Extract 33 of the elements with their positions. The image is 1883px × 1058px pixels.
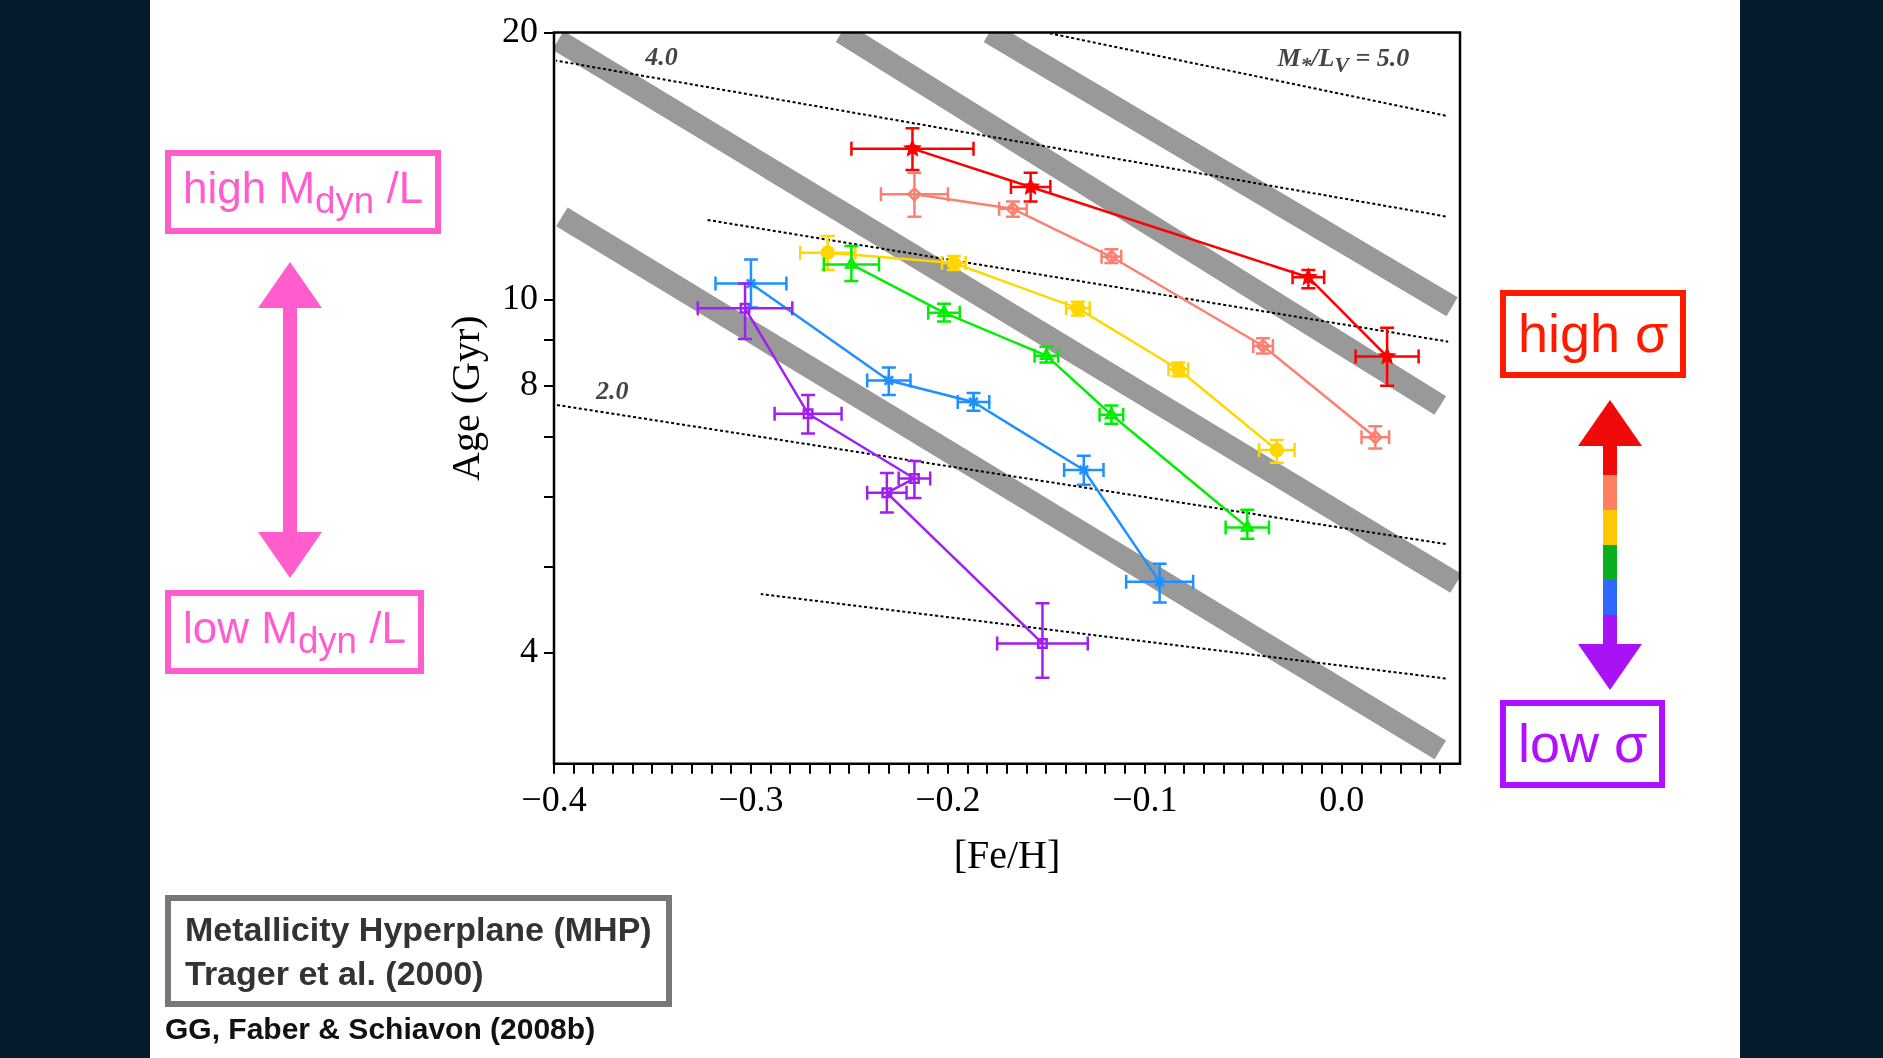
annotation: M$_{*}$/L$_{V}$ = 5.0 (1277, 43, 1410, 79)
text: GG, Faber & Schiavon (2008b) (165, 1012, 596, 1046)
annotation: 2.0 (596, 376, 629, 406)
y-tick-label: 8 (520, 363, 538, 404)
point (1104, 407, 1118, 420)
x-tick-label: −0.2 (915, 778, 981, 819)
point (881, 373, 897, 388)
point (802, 408, 814, 420)
x-tick-label: −0.1 (1112, 778, 1178, 819)
y-tick-label: 20 (502, 10, 538, 51)
text: low σ (1500, 700, 1666, 788)
point (1240, 520, 1254, 532)
text: high σ (1500, 290, 1687, 378)
y-tick-label: 10 (502, 277, 538, 318)
point (881, 487, 893, 499)
x-axis-title: [Fe/H] (953, 831, 1061, 877)
point (1076, 462, 1092, 478)
text: Trager et al. (2000) (185, 953, 485, 995)
x-tick-label: −0.4 (521, 778, 587, 819)
x-tick-label: −0.3 (718, 778, 784, 819)
point (1152, 574, 1167, 590)
point (1036, 637, 1048, 649)
point (739, 302, 751, 314)
x-tick-label: 0.0 (1319, 778, 1365, 819)
text: high M$_{dyn}$ /L (165, 150, 442, 234)
text: Metallicity Hyperplane (MHP) (185, 909, 652, 950)
y-tick-label: 4 (520, 630, 538, 671)
point (844, 257, 858, 269)
point (908, 472, 920, 484)
y-axis-title: Age (Gyr) (442, 315, 488, 481)
annotation: 4.0 (645, 41, 678, 72)
text: low M$_{dyn}$ /L (165, 590, 424, 674)
point (937, 305, 951, 317)
